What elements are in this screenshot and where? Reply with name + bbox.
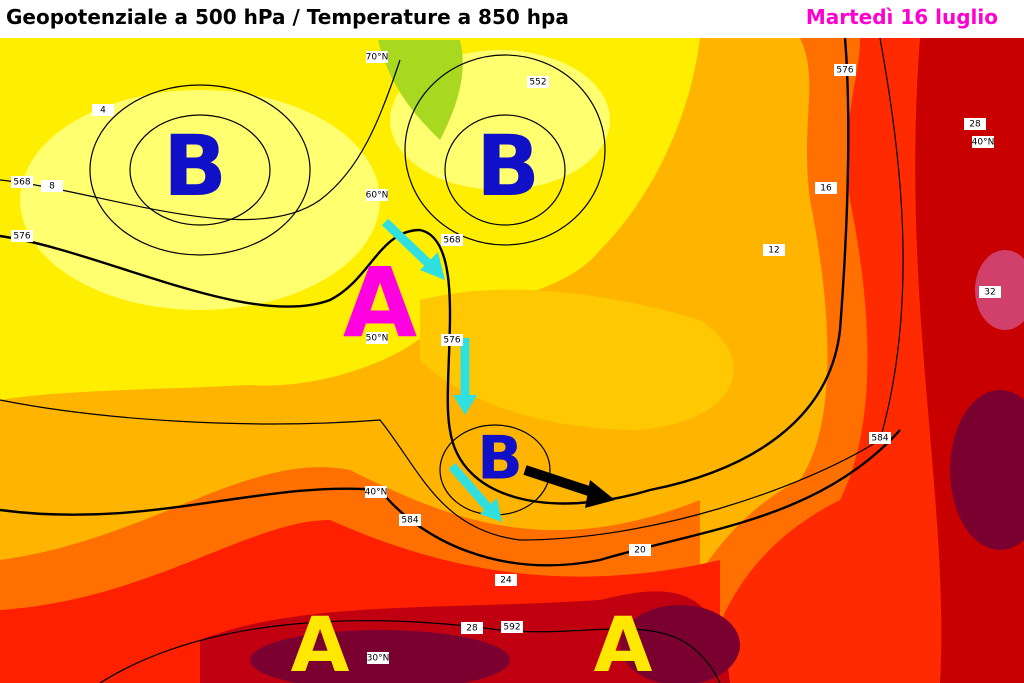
header: Geopotenziale a 500 hPa / Temperature a … [0, 0, 1024, 38]
latitude-label-box [366, 189, 388, 201]
temperature-label: 12 [768, 246, 779, 256]
temperature-label: 4 [100, 106, 106, 116]
contour-label: 552 [529, 78, 546, 88]
contour-label-box [399, 514, 421, 526]
contour-label: 576 [836, 66, 853, 76]
temperature-band [950, 390, 1024, 550]
isohypse [0, 429, 901, 567]
isohypse [444, 114, 566, 226]
pressure-center: B [476, 117, 540, 215]
contour-label: 568 [443, 236, 460, 246]
contour-label-box [527, 76, 549, 88]
contour-label-box [11, 230, 33, 242]
pressure-center: A [291, 600, 350, 683]
contour-label-box [834, 64, 856, 76]
temperature-label-box [92, 104, 114, 116]
temperature-label: 28 [466, 624, 478, 634]
contour-label-box [441, 334, 463, 346]
temperature-label-box [461, 622, 483, 634]
isohypse [129, 114, 271, 226]
arrowhead [585, 480, 615, 508]
temperature-label-box [964, 118, 986, 130]
arrowheads [420, 252, 502, 522]
temperature-label: 20 [634, 546, 646, 556]
temperature-label-box [979, 286, 1001, 298]
temperature-label: 8 [49, 182, 55, 192]
temperature-label: 40°N [972, 138, 995, 148]
contour-label: 576 [443, 336, 460, 346]
contour-label: 584 [401, 516, 418, 526]
temperature-label-box [41, 180, 63, 192]
contour-label-box [11, 176, 33, 188]
temperature-label: 24 [500, 576, 512, 586]
isohypse [0, 38, 904, 541]
temperature-label: 16 [820, 184, 832, 194]
temperature-band [620, 605, 740, 683]
latitude-label-box [366, 332, 388, 344]
pressure-center: B [477, 424, 523, 494]
latitude-label-box [367, 652, 389, 664]
temperature-label: 28 [969, 120, 981, 130]
contour-label: 576 [13, 232, 30, 242]
temperature-label-box [763, 244, 785, 256]
latitude-label: 60°N [366, 191, 389, 201]
contour-label-box [869, 432, 891, 444]
temperature-band [378, 40, 463, 140]
map-date: Martedì 16 luglio [805, 5, 998, 29]
arrow [523, 465, 597, 498]
latitude-label: 50°N [366, 334, 389, 344]
contour-label: 568 [13, 178, 30, 188]
temperature-band [420, 289, 734, 430]
latitude-label-box [366, 51, 388, 63]
arrows [381, 218, 494, 513]
latitude-label: 70°N [366, 53, 389, 63]
isohypse [89, 84, 311, 256]
contour-label-box [441, 234, 463, 246]
temperature-label-box [495, 574, 517, 586]
contour-label: 592 [503, 623, 520, 633]
pressure-center: B [163, 117, 227, 215]
latitude-label: 40°N [365, 488, 388, 498]
latitude-label: 30°N [367, 654, 390, 664]
temperature-label-box [629, 544, 651, 556]
map-title: Geopotenziale a 500 hPa / Temperature a … [6, 5, 569, 29]
contour-label: 584 [871, 434, 888, 444]
temperature-label-box [972, 136, 994, 148]
isohypse [0, 38, 850, 505]
isohypse [404, 54, 606, 246]
temperature-label: 32 [984, 288, 995, 298]
contour-label-box [501, 621, 523, 633]
pressure-center: A [594, 600, 653, 683]
temperature-band [20, 90, 380, 310]
temperature-label-box [815, 182, 837, 194]
latitude-label-box [365, 486, 387, 498]
